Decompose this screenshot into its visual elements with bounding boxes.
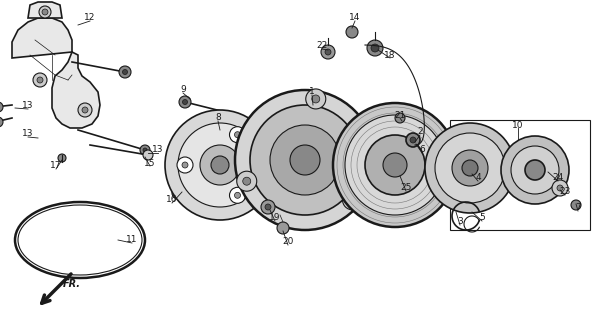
Circle shape xyxy=(176,190,181,196)
Text: 22: 22 xyxy=(316,42,328,51)
Text: 19: 19 xyxy=(269,213,281,222)
Text: FR.: FR. xyxy=(63,279,81,289)
Text: 24: 24 xyxy=(553,173,563,182)
Text: 4: 4 xyxy=(475,173,481,182)
Circle shape xyxy=(235,90,375,230)
Circle shape xyxy=(343,190,362,210)
Circle shape xyxy=(452,150,488,186)
Text: 15: 15 xyxy=(144,158,156,167)
Circle shape xyxy=(406,133,420,147)
Circle shape xyxy=(143,148,147,152)
Circle shape xyxy=(383,153,407,177)
Text: 3: 3 xyxy=(457,218,463,227)
Text: 13: 13 xyxy=(152,146,164,155)
Circle shape xyxy=(229,187,245,203)
Circle shape xyxy=(42,9,48,15)
Circle shape xyxy=(143,150,153,160)
Circle shape xyxy=(395,113,405,123)
Text: 17: 17 xyxy=(50,162,62,171)
Text: 2: 2 xyxy=(417,127,423,137)
Text: 12: 12 xyxy=(85,13,95,22)
Text: 1: 1 xyxy=(309,87,315,97)
Circle shape xyxy=(290,145,320,175)
Circle shape xyxy=(58,154,66,162)
Circle shape xyxy=(37,77,43,83)
Circle shape xyxy=(165,110,275,220)
Circle shape xyxy=(172,187,184,199)
Text: 10: 10 xyxy=(512,121,524,130)
Circle shape xyxy=(177,157,193,173)
Circle shape xyxy=(179,96,191,108)
Circle shape xyxy=(501,136,569,204)
Circle shape xyxy=(265,204,271,210)
Circle shape xyxy=(122,69,128,75)
Circle shape xyxy=(325,49,331,55)
Circle shape xyxy=(243,177,251,185)
Text: 25: 25 xyxy=(400,183,412,193)
Circle shape xyxy=(33,73,47,87)
Circle shape xyxy=(557,185,563,191)
Polygon shape xyxy=(28,2,62,18)
Circle shape xyxy=(78,103,92,117)
Circle shape xyxy=(346,26,358,38)
Circle shape xyxy=(200,145,240,185)
Circle shape xyxy=(211,156,229,174)
Circle shape xyxy=(0,117,3,127)
Circle shape xyxy=(571,200,581,210)
Polygon shape xyxy=(12,18,100,128)
Text: 18: 18 xyxy=(384,51,396,60)
Text: 23: 23 xyxy=(559,188,571,196)
Circle shape xyxy=(235,132,241,138)
Circle shape xyxy=(333,103,457,227)
Text: 14: 14 xyxy=(349,13,361,22)
Text: 16: 16 xyxy=(166,196,178,204)
Circle shape xyxy=(140,145,150,155)
Circle shape xyxy=(0,102,3,112)
Circle shape xyxy=(306,89,326,109)
Circle shape xyxy=(349,196,356,204)
Circle shape xyxy=(235,192,241,198)
Circle shape xyxy=(261,200,275,214)
Circle shape xyxy=(511,146,559,194)
Circle shape xyxy=(178,123,262,207)
Circle shape xyxy=(462,160,478,176)
Text: 21: 21 xyxy=(394,110,406,119)
Circle shape xyxy=(367,40,383,56)
Circle shape xyxy=(237,171,257,191)
Circle shape xyxy=(270,125,340,195)
Circle shape xyxy=(435,133,505,203)
Circle shape xyxy=(371,44,379,52)
Text: 7: 7 xyxy=(575,204,581,212)
Circle shape xyxy=(312,95,320,103)
Circle shape xyxy=(552,180,568,196)
Circle shape xyxy=(525,160,545,180)
Text: 5: 5 xyxy=(479,213,485,222)
Text: 13: 13 xyxy=(22,101,34,110)
Text: 13: 13 xyxy=(22,130,34,139)
Circle shape xyxy=(321,45,335,59)
Circle shape xyxy=(182,162,188,168)
Circle shape xyxy=(229,127,245,143)
Text: 9: 9 xyxy=(180,85,186,94)
Circle shape xyxy=(277,222,289,234)
Text: 11: 11 xyxy=(126,236,138,244)
Circle shape xyxy=(250,105,360,215)
Circle shape xyxy=(345,115,445,215)
Circle shape xyxy=(410,137,416,143)
Circle shape xyxy=(82,107,88,113)
Text: 20: 20 xyxy=(283,237,293,246)
Circle shape xyxy=(39,6,51,18)
Circle shape xyxy=(425,123,515,213)
Circle shape xyxy=(119,66,131,78)
Circle shape xyxy=(182,100,187,105)
Text: 8: 8 xyxy=(215,114,221,123)
Text: 6: 6 xyxy=(419,146,425,155)
Circle shape xyxy=(365,135,425,195)
